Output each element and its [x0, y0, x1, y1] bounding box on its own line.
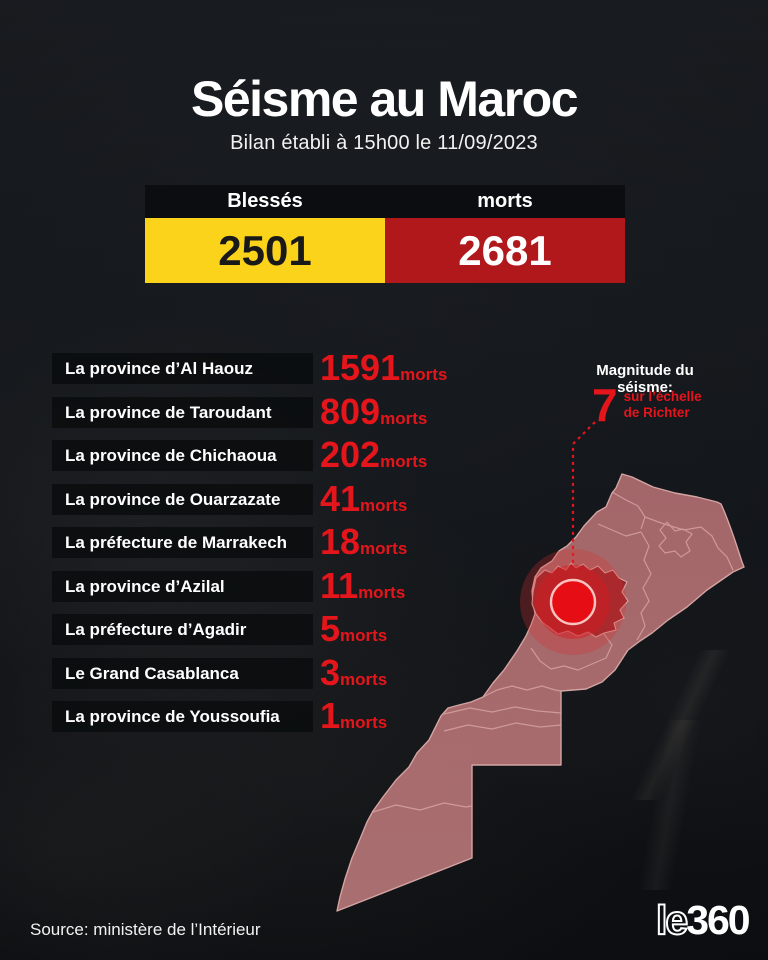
deaths-unit: morts [400, 365, 448, 384]
deaths-unit: morts [360, 539, 408, 558]
casualty-summary-table: Blessés morts 2501 2681 [145, 185, 625, 283]
province-name: La province d’Azilal [52, 571, 313, 602]
deaths-count: 2681 [385, 218, 625, 283]
magnitude-scale: sur l’échelle de Richter [623, 389, 702, 420]
province-name: La préfecture de Marrakech [52, 527, 313, 558]
page-subtitle: Bilan établi à 15h00 le 11/09/2023 [230, 132, 538, 154]
magnitude-label: Magnitude du séisme: [596, 362, 694, 396]
region-borders [372, 491, 734, 813]
province-deaths: 11morts [320, 565, 405, 607]
deaths-unit: morts [380, 452, 428, 471]
deaths-unit: morts [340, 626, 388, 645]
deaths-number: 809 [320, 391, 381, 432]
deaths-number: 1 [320, 695, 341, 736]
province-row: La province d’Azilal 11morts [52, 565, 405, 606]
deaths-number: 41 [320, 478, 361, 519]
province-name: La province de Youssoufia [52, 701, 313, 732]
deaths-number: 5 [320, 608, 341, 649]
province-name: Le Grand Casablanca [52, 658, 313, 689]
province-row: La province d’Al Haouz 1591morts [52, 347, 447, 388]
magnitude-value: 7 [592, 379, 618, 431]
province-deaths: 1morts [320, 695, 387, 737]
province-row: Le Grand Casablanca 3morts [52, 652, 387, 693]
province-name: La province de Chichaoua [52, 440, 313, 471]
province-deaths: 5morts [320, 608, 387, 650]
province-deaths: 1591morts [320, 347, 447, 389]
le360-logo: le360 [655, 896, 751, 944]
logo-le: le [655, 896, 689, 944]
injured-header: Blessés [227, 190, 303, 212]
province-row: La province de Chichaoua 202morts [52, 434, 427, 475]
deaths-number: 11 [320, 565, 359, 606]
province-deaths: 202morts [320, 434, 427, 476]
epicenter-dot [549, 578, 597, 626]
province-deaths: 809morts [320, 391, 427, 433]
province-row: La préfecture d’Agadir 5morts [52, 608, 387, 649]
deaths-unit: morts [340, 670, 388, 689]
summary-value-row: 2501 2681 [145, 218, 625, 283]
province-row: La préfecture de Marrakech 18morts [52, 521, 407, 562]
injured-count: 2501 [145, 218, 385, 283]
province-name: La province de Taroudant [52, 397, 313, 428]
province-deaths: 18morts [320, 521, 407, 563]
deaths-header: morts [477, 190, 533, 212]
deaths-number: 3 [320, 652, 341, 693]
deaths-number: 18 [320, 521, 361, 562]
province-row: La province de Taroudant 809morts [52, 391, 427, 432]
page-title: Séisme au Maroc [190, 71, 579, 127]
province-row: La province de Youssoufia 1morts [52, 695, 387, 736]
morocco-outline [336, 473, 745, 912]
source-caption: Source: ministère de l’Intérieur [30, 920, 261, 939]
summary-header-row: Blessés morts [145, 185, 625, 218]
deaths-number: 1591 [320, 347, 401, 388]
deaths-unit: morts [360, 496, 408, 515]
province-name: La préfecture d’Agadir [52, 614, 313, 645]
magnitude-callout: 7 sur l’échelle de Richter [592, 382, 702, 428]
logo-360: 360 [686, 897, 750, 943]
deaths-number: 202 [320, 434, 381, 475]
deaths-unit: morts [340, 713, 388, 732]
province-row: La province de Ouarzazate 41morts [52, 478, 407, 519]
deaths-unit: morts [358, 583, 406, 602]
province-deaths: 3morts [320, 652, 387, 694]
province-name: La province d’Al Haouz [52, 353, 313, 384]
province-name: La province de Ouarzazate [52, 484, 313, 515]
province-deaths: 41morts [320, 478, 407, 520]
deaths-unit: morts [380, 409, 428, 428]
